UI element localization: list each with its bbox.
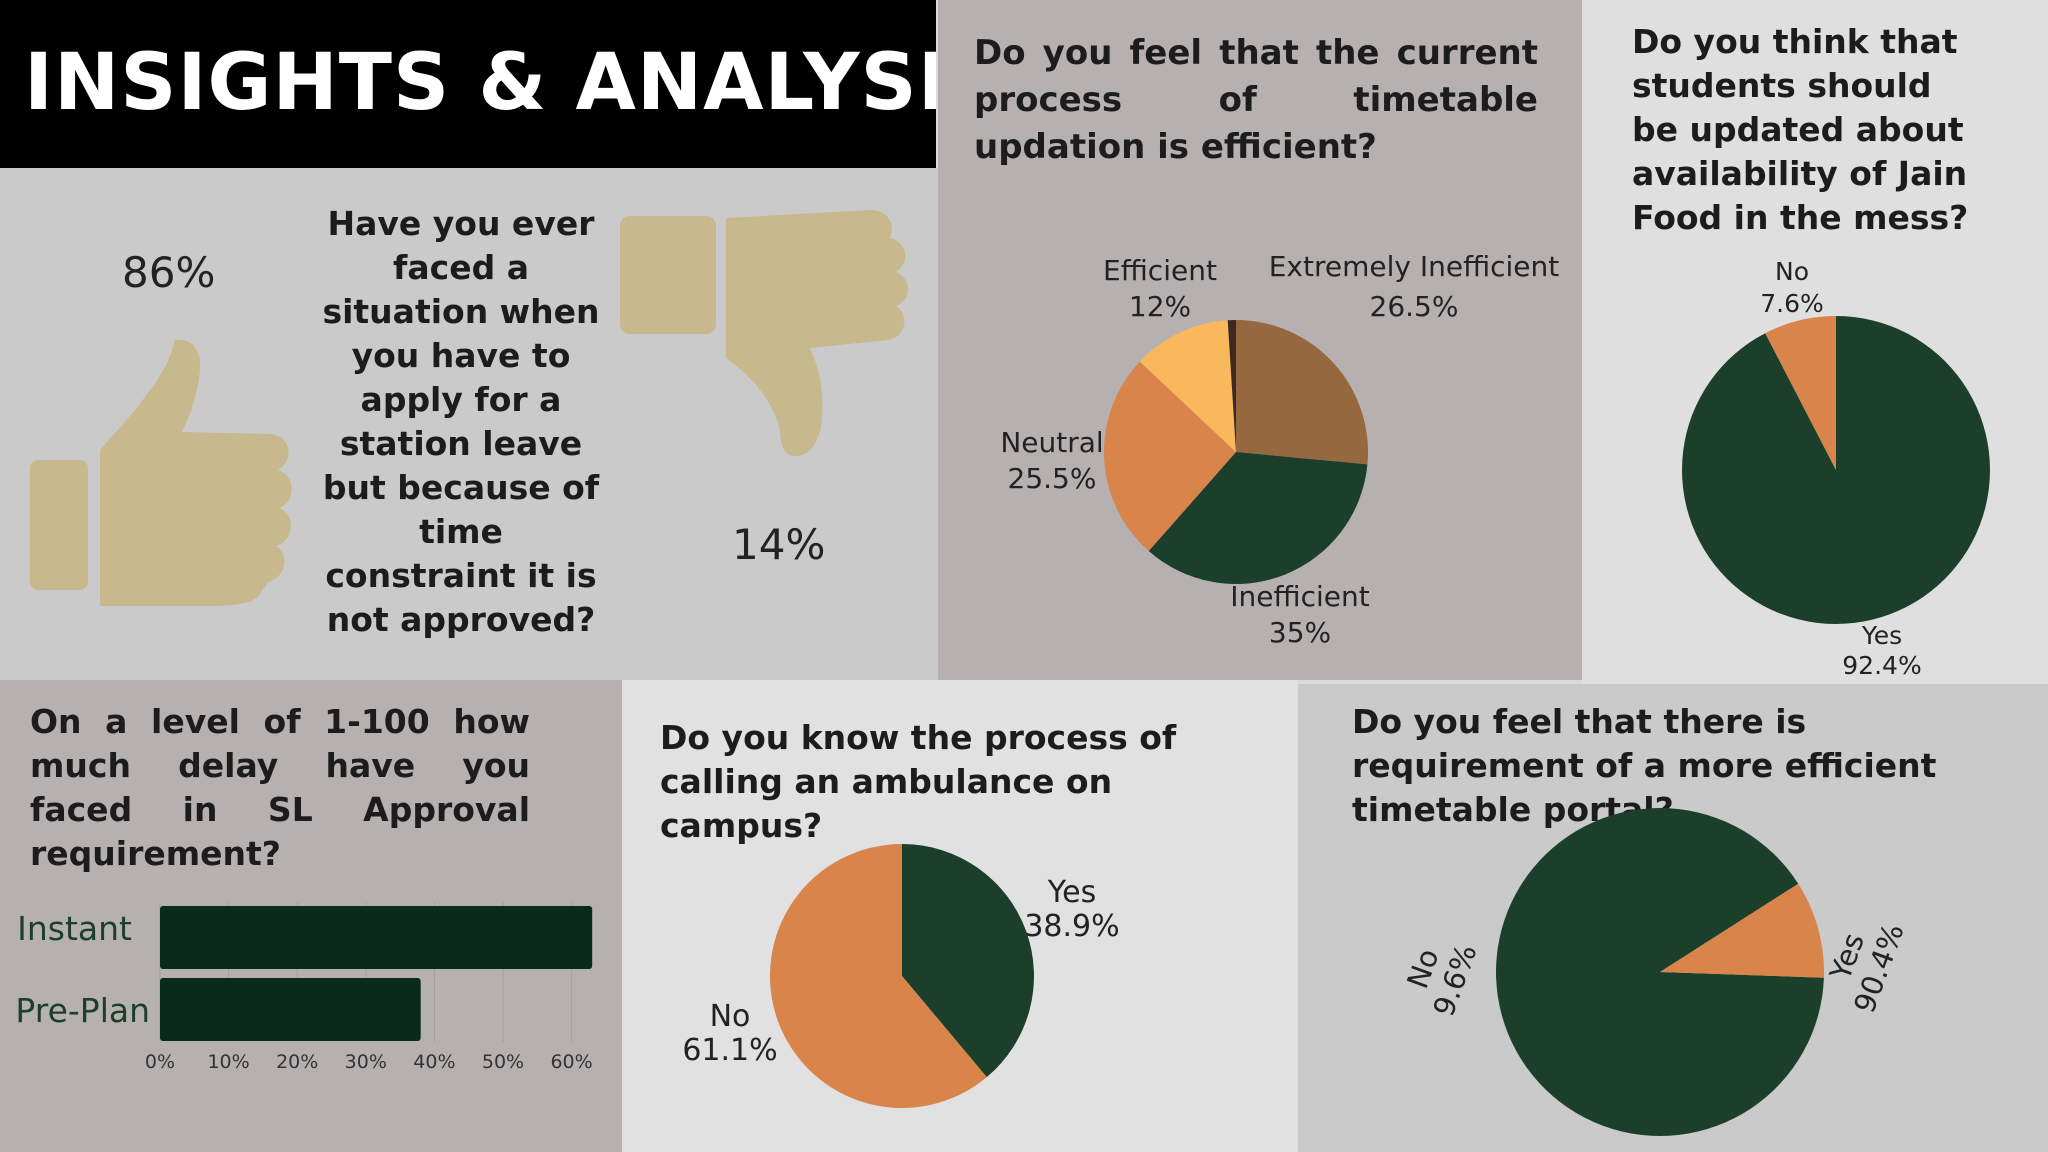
tt-label-neutral-name: Neutral (1000, 426, 1103, 459)
jain-label-no-name: No (1775, 257, 1809, 286)
delay-tick-label: 40% (413, 1051, 455, 1073)
portal-panel: Do you feel that there is requirement of… (1298, 684, 2048, 1152)
ambulance-pie-chart: Yes 38.9% No 61.1% (682, 844, 1120, 1108)
portal-question: Do you feel that there is requirement of… (1352, 702, 1937, 829)
delay-bar-chart: Instant Pre-Plan 0% 10% 20% 30% 40% 50% 60% (15, 902, 593, 1073)
ambulance-slice-no (770, 844, 987, 1108)
title-banner: INSIGHTS & ANALYSIS (0, 0, 936, 168)
delay-tick-label: 10% (207, 1051, 249, 1073)
jain-label-yes-value: 92.4% (1842, 651, 1921, 680)
timetable-slice-other (1227, 320, 1236, 452)
delay-panel: On a level of 1-100 how much delay have … (0, 680, 622, 1152)
delay-tick-label: 50% (482, 1051, 524, 1073)
delay-category-preplan: Pre-Plan (15, 991, 150, 1030)
tt-label-extremely-value: 26.5% (1370, 290, 1459, 323)
portal-pie-chart: No 9.6% Yes 90.4% (1400, 807, 1911, 1136)
station-leave-panel: 86% Have you ever faced a situation when… (0, 168, 938, 680)
delay-tick-label: 0% (145, 1051, 175, 1073)
jain-slice-no (1765, 316, 1836, 470)
tt-label-extremely-name: Extremely Inefficient (1269, 250, 1560, 283)
timetable-slice-extremely-inefficient (1236, 320, 1368, 465)
amb-label-yes-name: Yes (1047, 875, 1096, 910)
timetable-efficiency-panel: Do you feel that the current process of … (938, 0, 1582, 680)
tt-label-efficient-value: 12% (1129, 290, 1191, 323)
amb-label-no-value: 61.1% (682, 1033, 777, 1068)
station-leave-question: Have you ever faced a situation when you… (322, 204, 600, 639)
timetable-slice-neutral (1104, 361, 1236, 552)
ambulance-slice-yes (902, 844, 1034, 1078)
delay-tick-label: 60% (550, 1051, 592, 1073)
portal-slice-no (1660, 883, 1824, 978)
jain-question: Do you think that students should be upd… (1632, 22, 1969, 237)
delay-tick-label: 20% (276, 1051, 318, 1073)
page-title: INSIGHTS & ANALYSIS (24, 38, 936, 128)
tt-label-neutral-value: 25.5% (1008, 462, 1097, 495)
tt-label-inefficient-value: 35% (1269, 616, 1331, 649)
thumbs-up-icon (30, 340, 292, 606)
no-percent: 14% (732, 520, 826, 569)
amb-label-yes-value: 38.9% (1024, 909, 1119, 944)
delay-bar-pre-plan (160, 978, 421, 1041)
ambulance-question: Do you know the process of calling an am… (660, 718, 1177, 845)
tt-label-efficient-name: Efficient (1103, 254, 1217, 287)
timetable-slice-efficient (1139, 320, 1236, 452)
portal-slice-yes (1496, 807, 1824, 1136)
timetable-pie-chart: Efficient 12% Extremely Inefficient 26.5… (1000, 250, 1560, 649)
timetable-question: Do you feel that the current process of … (974, 33, 1538, 167)
amb-label-no-name: No (710, 999, 751, 1034)
jain-pie-chart: No 7.6% Yes 92.4% (1682, 257, 1990, 680)
jain-food-panel: Do you think that students should be upd… (1582, 0, 2048, 684)
delay-category-instant: Instant (17, 909, 132, 948)
delay-tick-label: 30% (345, 1051, 387, 1073)
thumbs-down-icon (620, 210, 908, 457)
delay-question: On a level of 1-100 how much delay have … (30, 702, 530, 873)
jain-label-no-value: 7.6% (1760, 289, 1824, 318)
timetable-slice-inefficient (1148, 452, 1368, 584)
yes-percent: 86% (122, 248, 216, 297)
ambulance-panel: Do you know the process of calling an am… (622, 680, 1298, 1152)
jain-label-yes-name: Yes (1861, 621, 1902, 650)
delay-bar-instant (160, 906, 593, 969)
tt-label-inefficient-name: Inefficient (1230, 580, 1369, 613)
